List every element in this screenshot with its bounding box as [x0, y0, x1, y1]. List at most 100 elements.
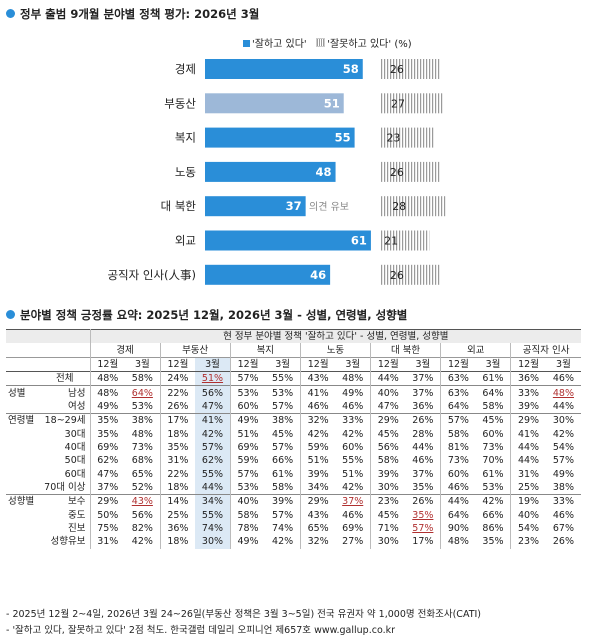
- table-cell: 74%: [265, 521, 301, 536]
- table-field-header: 복지: [230, 343, 301, 358]
- table-cell: 17%: [160, 413, 196, 428]
- row-group-label: 연령별: [6, 413, 40, 428]
- table-cell: 29%: [90, 494, 126, 509]
- table-cell: 40%: [230, 494, 266, 509]
- footnote-1: - 2025년 12월 2~4일, 2026년 3월 24~26일(부동산 정책…: [6, 609, 482, 620]
- chart-legend: '잘하고 있다' '잘못하고 있다' (%): [243, 35, 412, 50]
- legend-negative: '잘못하고 있다': [327, 39, 392, 50]
- table-row: 30대 35% 48% 18% 42% 51% 45% 42% 42% 45% 28% 58% 60% 4…: [6, 427, 581, 441]
- row-label: 40대: [40, 440, 91, 455]
- table-cell: 42%: [552, 428, 574, 440]
- table-cell: 25%: [517, 481, 540, 493]
- table-field-header: 공직자 인사: [522, 344, 570, 356]
- table-cell: 26%: [552, 536, 574, 548]
- table-cell: 48%: [447, 536, 469, 548]
- row-label: 진보: [40, 521, 91, 536]
- table-cell: 53%: [475, 480, 512, 495]
- table-cell: 46%: [552, 509, 574, 521]
- bar-positive: [205, 264, 331, 285]
- table-cell: 39%: [517, 400, 540, 412]
- table-cell: 37%: [97, 481, 119, 493]
- row-label: 30대: [40, 427, 91, 441]
- table-cell: 44%: [517, 441, 540, 453]
- table-cell: 59%: [307, 441, 329, 453]
- table-cell: 43%: [307, 373, 329, 385]
- table-cell: 73%: [475, 440, 512, 455]
- table-row: 성향유보 31% 42% 18% 30% 49% 42% 32% 27% 30% 17% 48% 35%…: [6, 535, 581, 549]
- table-cell: 36%: [517, 373, 540, 385]
- table-cell: 46%: [405, 454, 442, 468]
- table-cell: 46%: [552, 373, 574, 385]
- table-row: 60대 47% 65% 22% 55% 57% 61% 39% 51% 39% 37% 60% 61% 3…: [6, 467, 581, 481]
- table-cell: 46%: [335, 399, 372, 414]
- table-cell: 30%: [377, 481, 399, 493]
- table-cell: 45%: [377, 428, 399, 440]
- table-month-header: 12월: [167, 358, 189, 370]
- table-cell: 66%: [475, 508, 512, 522]
- bar-negative: [381, 264, 441, 285]
- table-cell: 42%: [125, 535, 161, 549]
- table-cell: 57%: [552, 455, 574, 467]
- table-row: 성향별 보수 29% 43% 14% 34% 40% 39% 29% 37% 23% 26% 44% 42…: [6, 494, 582, 509]
- table-cell: 18%: [167, 536, 189, 548]
- table-cell: 41%: [300, 385, 336, 400]
- table-cell: 45%: [475, 413, 512, 428]
- table-cell: 32%: [300, 413, 336, 428]
- table-cell: 73%: [125, 440, 161, 455]
- table-cell: 55%: [335, 454, 372, 468]
- table-row: 전체 48% 58% 24% 51% 57% 55% 43% 48% 44% 37% 63% 61% 36…: [6, 371, 581, 386]
- table-month-header: 3월: [195, 357, 231, 372]
- legend-unit: (%): [394, 39, 412, 50]
- table-cell: 58%: [265, 480, 301, 495]
- table-cell: 24%: [167, 373, 189, 385]
- table-cell: 82%: [125, 521, 161, 536]
- table-cell: 57%: [237, 468, 259, 480]
- row-group-label: [6, 467, 40, 480]
- table-cell: 38%: [552, 481, 574, 493]
- table-cell: 58%: [237, 509, 259, 521]
- table-month-header: 12월: [518, 358, 539, 370]
- row-group-label: [6, 427, 40, 440]
- table-cell: 56%: [377, 441, 399, 453]
- table-cell: 49%: [97, 400, 119, 412]
- table-cell: 57%: [440, 413, 476, 428]
- table-cell: 59%: [237, 455, 259, 467]
- table-cell: 38%: [125, 413, 161, 428]
- table-cell: 43%: [125, 494, 161, 509]
- table-cell: 54%: [552, 441, 574, 453]
- bar-negative-label: 26: [390, 269, 404, 282]
- bullet-dot-icon: [6, 9, 15, 18]
- table-cell: 63%: [440, 385, 476, 400]
- table-cell: 40%: [517, 509, 540, 521]
- table-month-header: 12월: [97, 358, 119, 370]
- table-cell: 26%: [405, 413, 442, 428]
- table-cell: 73%: [447, 455, 469, 467]
- row-group-label: 성별: [6, 385, 40, 400]
- table-cell: 35%: [405, 480, 442, 495]
- table-row: 50대 62% 68% 31% 62% 59% 66% 51% 55% 58% 46% 73% 70% 4…: [6, 454, 581, 468]
- table-cell: 49%: [230, 413, 266, 428]
- bar-negative: [381, 127, 434, 148]
- table-cell: 74%: [195, 521, 231, 536]
- table-cell: 49%: [335, 385, 372, 400]
- bar-positive: [205, 127, 355, 148]
- category-label: 복지: [175, 131, 196, 145]
- table-cell: 86%: [475, 521, 512, 536]
- table-month-header: 12월: [307, 358, 329, 370]
- table-cell: 39%: [307, 468, 329, 480]
- table-cell: 53%: [230, 385, 266, 400]
- table-cell: 44%: [195, 480, 231, 495]
- table-row: 성별 남성 48% 64% 22% 56% 53% 53% 41% 49% 40% 37% 63% 64%…: [6, 385, 582, 400]
- table-cell: 47%: [195, 399, 231, 414]
- table-cell: 23%: [370, 494, 406, 509]
- bar-negative-label: 23: [386, 132, 400, 145]
- bar-positive: [205, 161, 336, 182]
- table-row: 중도 50% 56% 25% 55% 58% 57% 43% 46% 45% 35% 64% 66% 40…: [6, 508, 581, 522]
- table-cell: 31%: [517, 468, 540, 480]
- table-cell: 48%: [90, 385, 126, 400]
- table-cell: 54%: [517, 522, 540, 534]
- bar-positive: [205, 59, 363, 79]
- table-cell: 30%: [545, 413, 582, 428]
- table-cell: 47%: [97, 468, 119, 480]
- table-field-header: 부동산: [160, 343, 231, 358]
